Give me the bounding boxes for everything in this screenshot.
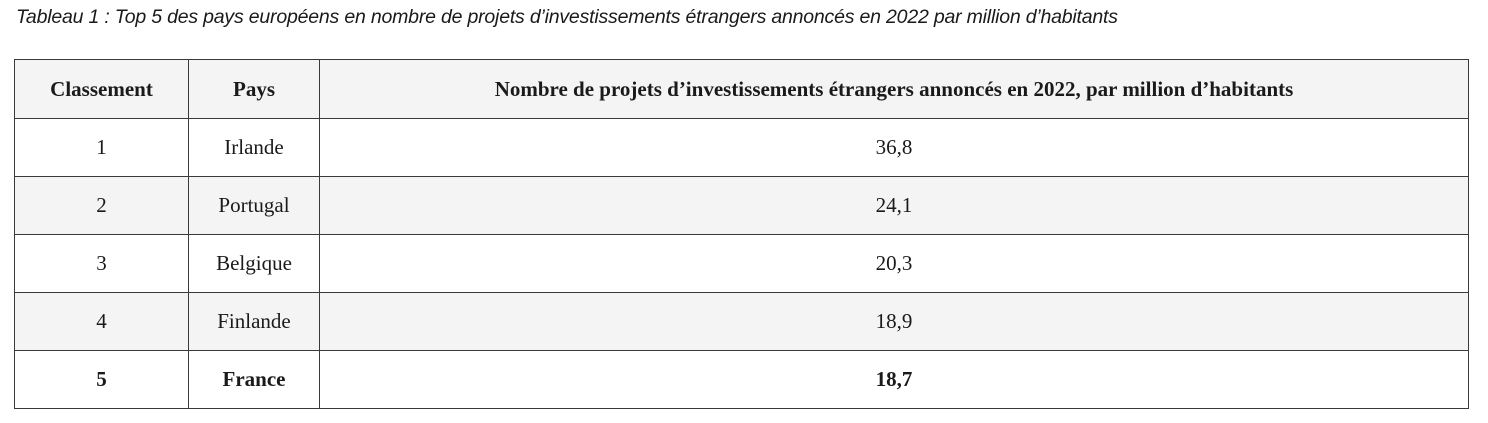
table-row: 4 Finlande 18,9 — [14, 292, 1469, 351]
cell-value: 24,1 — [319, 176, 1469, 235]
cell-rank: 3 — [14, 234, 189, 293]
table-row: 1 Irlande 36,8 — [14, 118, 1469, 177]
table-row: 2 Portugal 24,1 — [14, 176, 1469, 235]
cell-rank: 1 — [14, 118, 189, 177]
cell-rank: 4 — [14, 292, 189, 351]
header-value: Nombre de projets d’investissements étra… — [319, 59, 1469, 119]
cell-rank: 2 — [14, 176, 189, 235]
table-caption: Tableau 1 : Top 5 des pays européens en … — [16, 6, 1118, 28]
cell-rank: 5 — [14, 350, 189, 409]
cell-country: France — [188, 350, 320, 409]
header-rank: Classement — [14, 59, 189, 119]
header-country: Pays — [188, 59, 320, 119]
table-row-highlighted: 5 France 18,7 — [14, 350, 1469, 409]
cell-value: 18,7 — [319, 350, 1469, 409]
cell-country: Belgique — [188, 234, 320, 293]
ranking-table: Classement Pays Nombre de projets d’inve… — [14, 59, 1469, 409]
table-row: 3 Belgique 20,3 — [14, 234, 1469, 293]
cell-value: 20,3 — [319, 234, 1469, 293]
cell-country: Portugal — [188, 176, 320, 235]
cell-value: 36,8 — [319, 118, 1469, 177]
cell-country: Finlande — [188, 292, 320, 351]
table-header-row: Classement Pays Nombre de projets d’inve… — [14, 59, 1469, 119]
cell-country: Irlande — [188, 118, 320, 177]
cell-value: 18,9 — [319, 292, 1469, 351]
